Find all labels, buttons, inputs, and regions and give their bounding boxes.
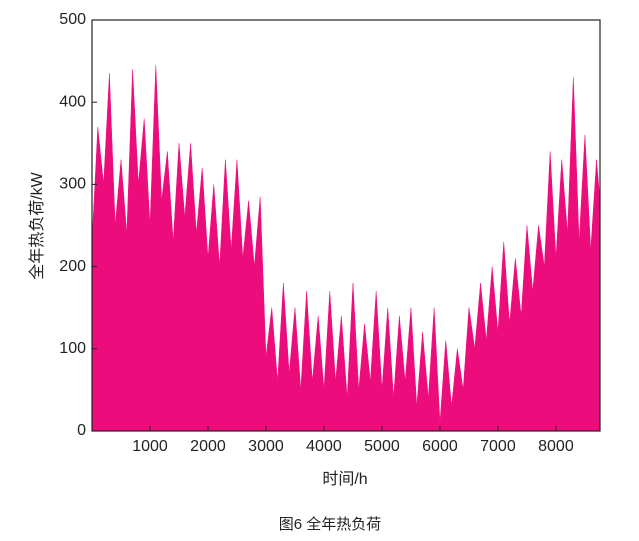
y-tick-label: 200: [59, 258, 86, 275]
x-tick-label: 6000: [422, 438, 458, 455]
x-tick-label: 2000: [190, 438, 226, 455]
y-axis-label: 全年热负荷/kW: [28, 171, 46, 279]
x-tick-label: 1000: [132, 438, 168, 455]
x-tick-label: 7000: [480, 438, 516, 455]
area: [91, 65, 601, 432]
x-tick-label: 8000: [538, 438, 574, 455]
x-tick-label: 5000: [364, 438, 400, 455]
x-axis-label: 时间/h: [322, 470, 367, 488]
y-tick-label: 300: [59, 176, 86, 193]
y-tick-label: 0: [77, 422, 86, 439]
y-tick-label: 100: [59, 340, 86, 357]
plot-frame: [91, 19, 601, 432]
y-tick-label: 400: [59, 93, 86, 110]
y-tick-label: 500: [59, 11, 86, 28]
x-tick-label: 3000: [248, 438, 284, 455]
caption: 图6 全年热负荷: [279, 515, 382, 533]
x-tick-label: 4000: [306, 438, 342, 455]
